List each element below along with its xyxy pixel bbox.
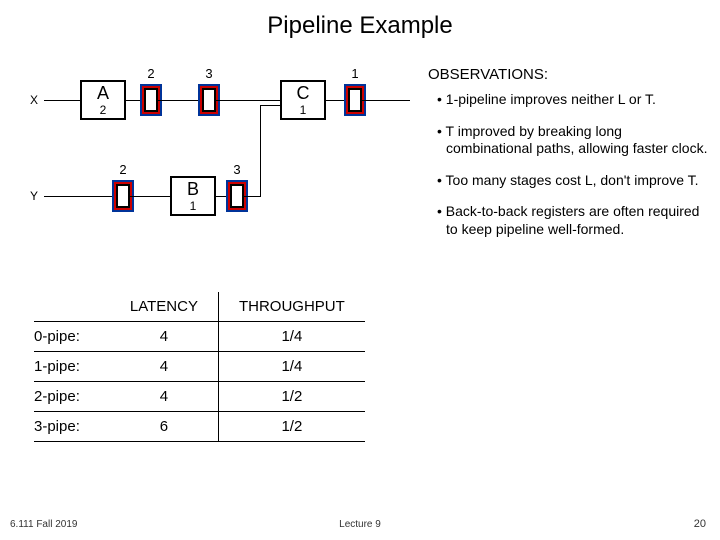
box-b-delay: 1 bbox=[172, 200, 214, 212]
footer-right: 20 bbox=[694, 518, 706, 530]
table-cell: 1-pipe: bbox=[34, 352, 110, 382]
latency-throughput-table: LATENCY THROUGHPUT 0-pipe: 4 1/4 1-pipe:… bbox=[34, 292, 365, 442]
box-b-label: B bbox=[172, 180, 214, 198]
table-cell: 2-pipe: bbox=[34, 382, 110, 412]
reg-label-top-right: 3 bbox=[202, 66, 216, 81]
table-header: LATENCY bbox=[110, 292, 219, 322]
table-cell: 4 bbox=[110, 322, 219, 352]
observations-panel: OBSERVATIONS: • 1-pipeline improves neit… bbox=[428, 66, 708, 252]
table-header: THROUGHPUT bbox=[218, 292, 364, 322]
footer-center: Lecture 9 bbox=[0, 519, 720, 530]
box-a-label: A bbox=[82, 84, 124, 102]
box-a: A 2 bbox=[80, 80, 126, 120]
table-header bbox=[34, 292, 110, 322]
reg-label-y-path: 2 bbox=[116, 162, 130, 177]
observation-item: • Back-to-back registers are often requi… bbox=[446, 203, 708, 238]
reg-label-b-right: 3 bbox=[230, 162, 244, 177]
table-cell: 1/2 bbox=[218, 412, 364, 442]
table-row: 2-pipe: 4 1/2 bbox=[34, 382, 365, 412]
table-cell: 1/4 bbox=[218, 352, 364, 382]
box-a-delay: 2 bbox=[82, 104, 124, 116]
table-cell: 1/2 bbox=[218, 382, 364, 412]
table-row: 0-pipe: 4 1/4 bbox=[34, 322, 365, 352]
table-cell: 0-pipe: bbox=[34, 322, 110, 352]
observation-item: • Too many stages cost L, don't improve … bbox=[446, 172, 708, 190]
reg-label-c-right: 1 bbox=[348, 66, 362, 81]
table-cell: 4 bbox=[110, 352, 219, 382]
table-cell: 1/4 bbox=[218, 322, 364, 352]
table-row: 3-pipe: 6 1/2 bbox=[34, 412, 365, 442]
pipeline-diagram: X A 2 2 3 C 1 1 Y 2 B 1 3 bbox=[30, 60, 420, 270]
input-y-label: Y bbox=[30, 189, 38, 203]
table-cell: 6 bbox=[110, 412, 219, 442]
table-header-row: LATENCY THROUGHPUT bbox=[34, 292, 365, 322]
reg-label-top-left: 2 bbox=[144, 66, 158, 81]
page-title: Pipeline Example bbox=[0, 12, 720, 40]
input-x-label: X bbox=[30, 93, 38, 107]
observation-item: • 1-pipeline improves neither L or T. bbox=[446, 91, 708, 109]
observation-item: • T improved by breaking long combinatio… bbox=[446, 123, 708, 158]
observations-heading: OBSERVATIONS: bbox=[428, 66, 708, 83]
table-cell: 4 bbox=[110, 382, 219, 412]
box-c-label: C bbox=[282, 84, 324, 102]
box-c: C 1 bbox=[280, 80, 326, 120]
table-cell: 3-pipe: bbox=[34, 412, 110, 442]
table-row: 1-pipe: 4 1/4 bbox=[34, 352, 365, 382]
box-b: B 1 bbox=[170, 176, 216, 216]
box-c-delay: 1 bbox=[282, 104, 324, 116]
